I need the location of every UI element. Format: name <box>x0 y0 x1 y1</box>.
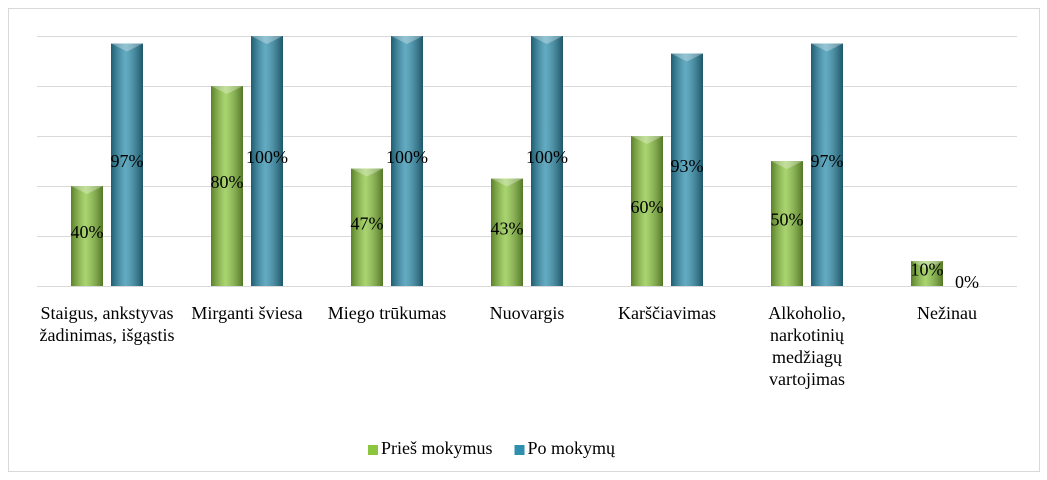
legend-marker <box>368 445 378 455</box>
bar-cap <box>491 178 523 187</box>
data-label: 47% <box>351 213 384 233</box>
bar-shade <box>531 36 563 286</box>
x-tick-label: Staigus, ankstyvas žadinimas, išgąstis <box>39 303 175 345</box>
x-tick-label: Nežinau <box>917 303 977 323</box>
data-label: 93% <box>671 156 704 176</box>
data-label: 43% <box>491 218 524 238</box>
bar-cap <box>911 261 943 269</box>
bar-cap <box>771 161 803 169</box>
legend-marker <box>514 445 525 455</box>
data-label: 97% <box>111 151 144 171</box>
data-label: 60% <box>631 197 664 217</box>
bar-cap <box>211 86 243 94</box>
data-label: 80% <box>211 172 244 192</box>
bar-shade <box>491 178 523 286</box>
bar-shade <box>71 186 103 286</box>
data-label: 10% <box>911 260 944 280</box>
bar-cap <box>811 43 843 52</box>
data-label: 100% <box>526 147 568 167</box>
x-tick-label: Karščiavimas <box>618 303 716 323</box>
chart-frame <box>8 8 1040 472</box>
x-tick-label: Miego trūkumas <box>327 303 447 323</box>
bar-shade <box>111 43 143 286</box>
data-label: 100% <box>386 147 428 167</box>
bar-cap <box>631 136 663 144</box>
data-label: 97% <box>811 151 844 171</box>
bar-shade <box>391 36 423 286</box>
data-label: 0% <box>955 272 979 292</box>
bar-cap <box>71 186 103 194</box>
x-tick-label: Mirganti šviesa <box>191 303 303 323</box>
bar-cap <box>111 43 143 52</box>
bar-cap <box>351 168 383 177</box>
data-label: 50% <box>771 210 804 230</box>
bar-cap <box>251 36 283 44</box>
legend-label: Prieš mokymus <box>381 438 493 458</box>
bar-shade <box>771 161 803 286</box>
bar-cap <box>391 36 423 44</box>
bar-shade <box>631 136 663 286</box>
bar-shade <box>911 261 943 286</box>
bar-shade <box>251 36 283 286</box>
legend-label: Po mokymų <box>528 438 617 458</box>
x-tick-label: Nuovargis <box>489 303 565 323</box>
bar-shade <box>351 168 383 286</box>
bar-shade <box>811 43 843 286</box>
bar-shade <box>671 53 703 286</box>
data-label: 40% <box>71 222 104 242</box>
bar-shade <box>211 86 243 286</box>
bar-cap <box>531 36 563 44</box>
x-tick-label: Alkoholio, narkotinių medžiagų vartojima… <box>768 303 846 389</box>
data-label: 100% <box>246 147 288 167</box>
bar-cap <box>671 53 703 62</box>
